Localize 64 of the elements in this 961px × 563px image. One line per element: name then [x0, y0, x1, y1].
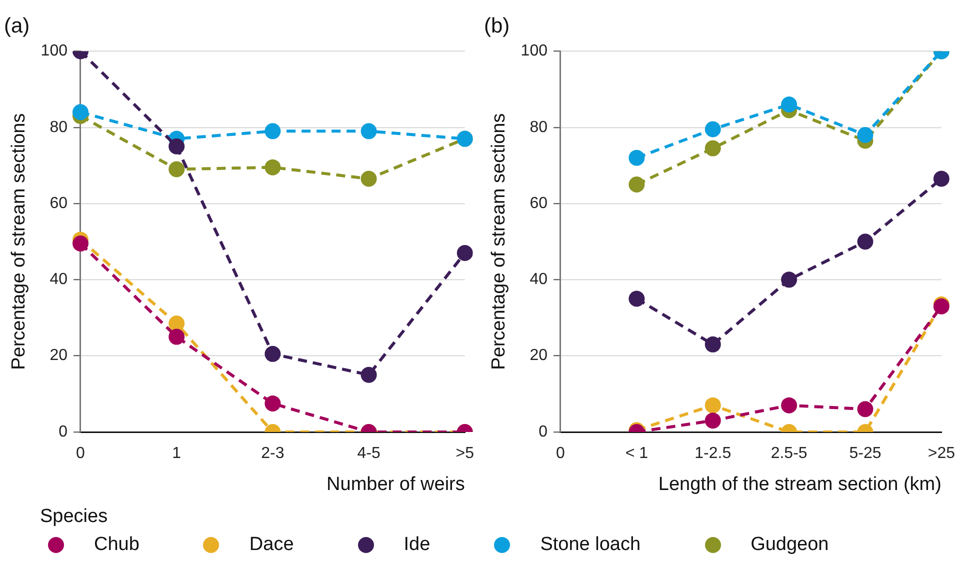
x-tick-label: 2-3	[261, 445, 284, 462]
legend-title: Species	[40, 506, 109, 528]
point	[628, 176, 645, 192]
y-tick-label: 20	[50, 347, 68, 364]
point	[704, 397, 721, 414]
point	[933, 170, 950, 187]
x-axis-title: Length of the stream section (km)	[658, 474, 942, 495]
point	[628, 290, 645, 307]
point	[704, 412, 721, 429]
y-tick-label: 20	[530, 347, 548, 364]
point	[704, 140, 721, 156]
point	[360, 366, 377, 383]
x-tick-label: 4-5	[357, 445, 380, 462]
point	[360, 123, 377, 140]
point	[168, 328, 185, 345]
x-tick-label: 0	[556, 445, 566, 462]
point	[628, 150, 645, 166]
point	[781, 397, 798, 414]
point	[456, 245, 473, 262]
point	[264, 123, 281, 140]
y-tick-label: 0	[538, 423, 548, 440]
legend-label: Chub	[94, 534, 140, 556]
legend-label: Stone loach	[540, 534, 641, 556]
y-tick-label: 80	[530, 118, 548, 136]
x-tick-label: 1-2.5	[694, 445, 732, 462]
point	[360, 170, 377, 187]
point	[72, 104, 88, 120]
point	[264, 159, 281, 176]
x-tick-label: >25	[928, 445, 956, 462]
point	[264, 395, 281, 412]
point	[168, 138, 185, 154]
x-tick-label: 0	[76, 445, 86, 462]
y-tick-label: 80	[50, 118, 68, 136]
x-tick-label: >5	[456, 445, 474, 462]
point	[704, 121, 721, 138]
x-tick-label: 5-25	[849, 445, 882, 462]
legend-label: Gudgeon	[750, 534, 829, 556]
y-tick-label: 60	[530, 194, 548, 212]
legend-label: Dace	[249, 534, 294, 556]
y-axis-title: Percentage of stream sections	[488, 113, 510, 370]
point	[781, 96, 798, 113]
y-tick-label: 40	[50, 271, 68, 288]
point	[264, 346, 281, 362]
y-tick-label: 40	[530, 271, 548, 288]
y-axis-title: Percentage of stream sections	[8, 113, 30, 370]
point	[72, 236, 88, 252]
x-axis-title: Number of weirs	[326, 474, 465, 495]
point	[857, 126, 874, 143]
x-tick-label: < 1	[625, 445, 648, 462]
chart-title: (a)	[4, 14, 30, 38]
point	[704, 336, 721, 352]
point	[857, 234, 874, 250]
y-tick-label: 100	[520, 42, 548, 60]
y-tick-label: 0	[58, 423, 68, 440]
point	[781, 272, 798, 288]
x-tick-label: 2.5-5	[770, 445, 808, 462]
x-tick-label: 1	[172, 445, 182, 462]
chart-title: (b)	[484, 14, 510, 38]
point	[168, 161, 185, 178]
point	[857, 401, 874, 418]
legend-label: Ide	[404, 534, 430, 556]
point	[168, 315, 185, 332]
y-tick-label: 100	[40, 42, 68, 60]
y-tick-label: 60	[50, 194, 68, 212]
